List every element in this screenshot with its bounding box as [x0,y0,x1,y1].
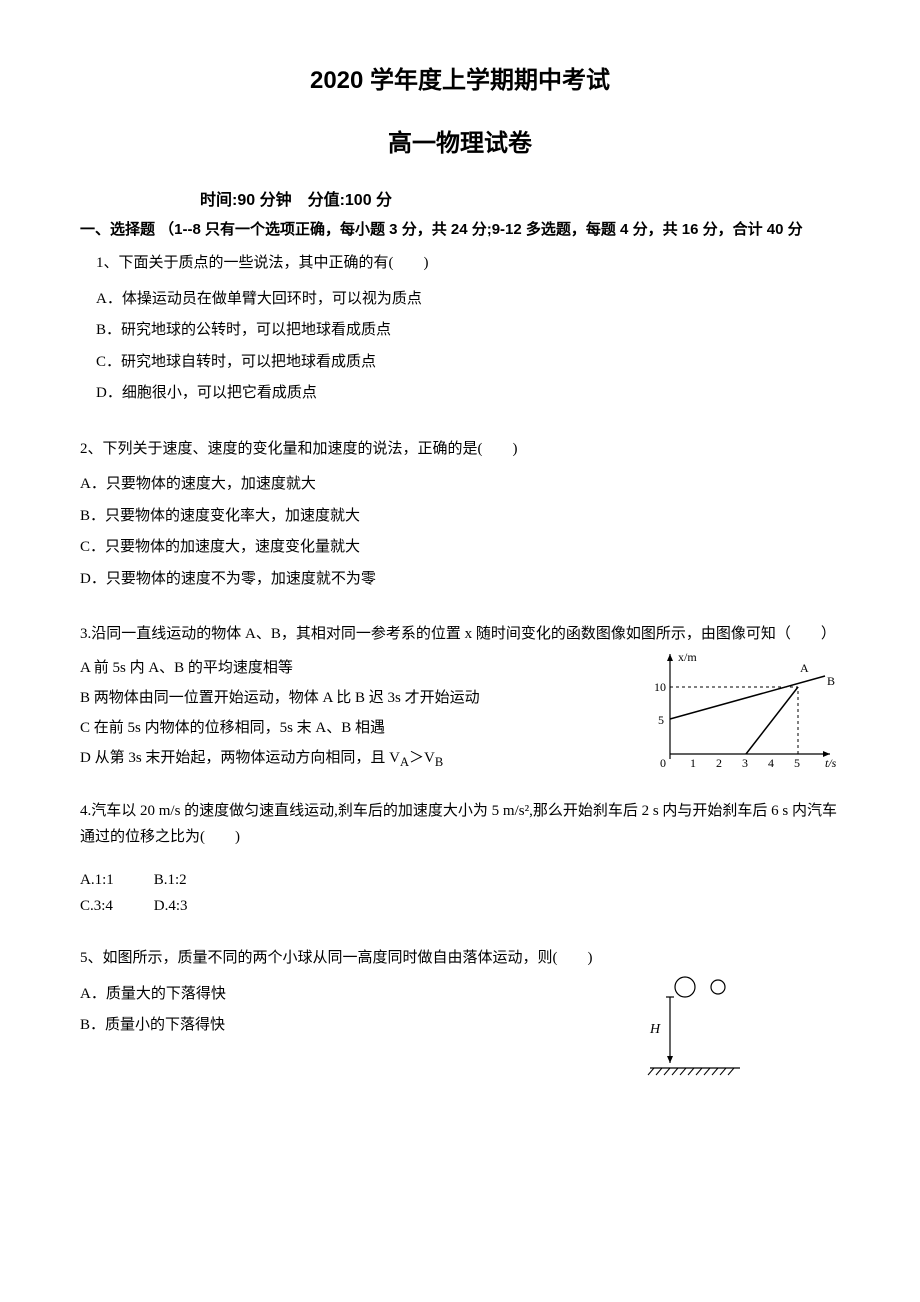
q3-ylabel: x/m [678,650,697,664]
question-4: 4.汽车以 20 m/s 的速度做匀速直线运动,刹车后的加速度大小为 5 m/s… [80,799,840,919]
q4-option-b: B.1:2 [154,872,187,888]
q3-d-text1: D 从第 3s 末开始起，两物体运动方向相同，且 V [80,750,400,766]
q4-stem: 4.汽车以 20 m/s 的速度做匀速直线运动,刹车后的加速度大小为 5 m/s… [80,799,840,850]
q3-tick-x5: 5 [794,756,800,770]
q5-ground-hatch [648,1068,734,1075]
question-3: 3.沿同一直线运动的物体 A、B，其相对同一参考系的位置 x 随时间变化的函数图… [80,619,840,775]
q3-graph: x/m t/s 0 5 10 1 2 3 4 5 A B [640,649,840,779]
q4-option-a: A.1:1 [80,868,150,894]
q5-ball-large [675,977,695,997]
q3-tick-0: 0 [660,756,666,770]
exam-info: 时间:90 分钟 分值:100 分 [160,186,840,210]
q2-option-d: D．只要物体的速度不为零，加速度就不为零 [80,564,840,596]
q4-option-c: C.3:4 [80,894,150,920]
q3-label-b: B [827,674,835,688]
q2-stem: 2、下列关于速度、速度的变化量和加速度的说法，正确的是( ) [80,434,840,466]
q3-option-b: B 两物体由同一位置开始运动，物体 A 比 B 迟 3s 才开始运动 [80,683,560,713]
section-header: 一、选择题 （1--8 只有一个选项正确，每小题 3 分，共 24 分;9-12… [80,218,840,242]
q3-label-a: A [800,661,809,675]
q3-xlabel: t/s [825,756,837,770]
q3-tick-x4: 4 [768,756,774,770]
q5-label-h: H [649,1022,661,1037]
q5-ball-small [711,980,725,994]
q2-option-b: B．只要物体的速度变化率大，加速度就大 [80,501,840,533]
q3-option-a: A 前 5s 内 A、B 的平均速度相等 [80,653,560,683]
q3-tick-x3: 3 [742,756,748,770]
q2-options: A．只要物体的速度大，加速度就大 B．只要物体的速度变化率大，加速度就大 C．只… [80,469,840,595]
q5-stem: 5、如图所示，质量不同的两个小球从同一高度同时做自由落体运动，则( ) [80,943,840,975]
question-1: 1、下面关于质点的一些说法，其中正确的有( ) A．体操运动员在做单臂大回环时，… [80,248,840,410]
question-2: 2、下列关于速度、速度的变化量和加速度的说法，正确的是( ) A．只要物体的速度… [80,434,840,596]
q4-option-d: D.4:3 [154,898,188,914]
q3-tick-y5: 5 [658,713,664,727]
q3-line-a [746,687,798,754]
question-5: 5、如图所示，质量不同的两个小球从同一高度同时做自由落体运动，则( ) A．质量… [80,943,840,1042]
q3-d-sub-a: A [400,755,409,769]
q1-option-a: A．体操运动员在做单臂大回环时，可以视为质点 [96,284,840,316]
q1-option-c: C．研究地球自转时，可以把地球看成质点 [96,347,840,379]
q3-d-text2: ＞V [409,750,435,766]
q3-option-d: D 从第 3s 末开始起，两物体运动方向相同，且 VA＞VB [80,743,560,775]
q3-stem: 3.沿同一直线运动的物体 A、B，其相对同一参考系的位置 x 随时间变化的函数图… [80,619,840,649]
q3-option-c: C 在前 5s 内物体的位移相同，5s 末 A、B 相遇 [80,713,560,743]
q5-diagram: H [640,973,760,1083]
q3-tick-y10: 10 [654,680,666,694]
q2-option-a: A．只要物体的速度大，加速度就大 [80,469,840,501]
q3-line-b [670,676,825,719]
q4-options: A.1:1 B.1:2 C.3:4 D.4:3 [80,868,840,919]
exam-title-main: 2020 学年度上学期期中考试 [80,60,840,95]
q1-options: A．体操运动员在做单臂大回环时，可以视为质点 B．研究地球的公转时，可以把地球看… [80,284,840,410]
exam-title-sub: 高一物理试卷 [80,123,840,158]
q3-d-sub-b: B [435,755,443,769]
q3-options: A 前 5s 内 A、B 的平均速度相等 B 两物体由同一位置开始运动，物体 A… [80,653,560,775]
q1-option-b: B．研究地球的公转时，可以把地球看成质点 [96,315,840,347]
q1-stem: 1、下面关于质点的一些说法，其中正确的有( ) [80,248,840,280]
q3-tick-x1: 1 [690,756,696,770]
q2-option-c: C．只要物体的加速度大，速度变化量就大 [80,532,840,564]
q3-tick-x2: 2 [716,756,722,770]
q1-option-d: D．细胞很小，可以把它看成质点 [96,378,840,410]
